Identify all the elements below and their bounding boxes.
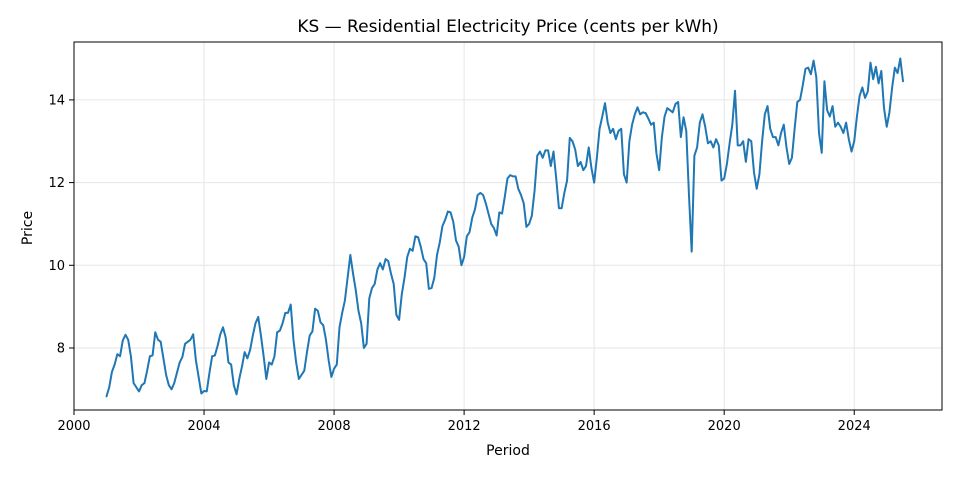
- x-tick-label: 2020: [708, 419, 741, 434]
- x-axis: 2000 2004 2008 2012 2016 2020 2024: [57, 410, 871, 434]
- y-axis: 8 10 12 14: [48, 93, 74, 356]
- series-line: [105, 57, 904, 398]
- x-tick-label: 2000: [57, 419, 90, 434]
- y-axis-label: Price: [20, 211, 36, 245]
- x-tick-label: 2016: [578, 419, 611, 434]
- grid-lines: [73, 42, 942, 410]
- x-axis-label: Period: [486, 443, 530, 459]
- x-tick-label: 2008: [318, 419, 351, 434]
- y-tick-label: 10: [48, 259, 65, 274]
- x-tick-label: 2012: [448, 419, 481, 434]
- chart-title: KS — Residential Electricity Price (cent…: [297, 17, 718, 37]
- series-layer: [105, 57, 904, 398]
- y-tick-label: 12: [48, 176, 65, 191]
- y-tick-label: 14: [48, 93, 65, 108]
- x-tick-label: 2024: [838, 419, 871, 434]
- plot-frame: [73, 41, 943, 411]
- x-tick-label: 2004: [187, 419, 220, 434]
- y-tick-label: 8: [57, 341, 65, 356]
